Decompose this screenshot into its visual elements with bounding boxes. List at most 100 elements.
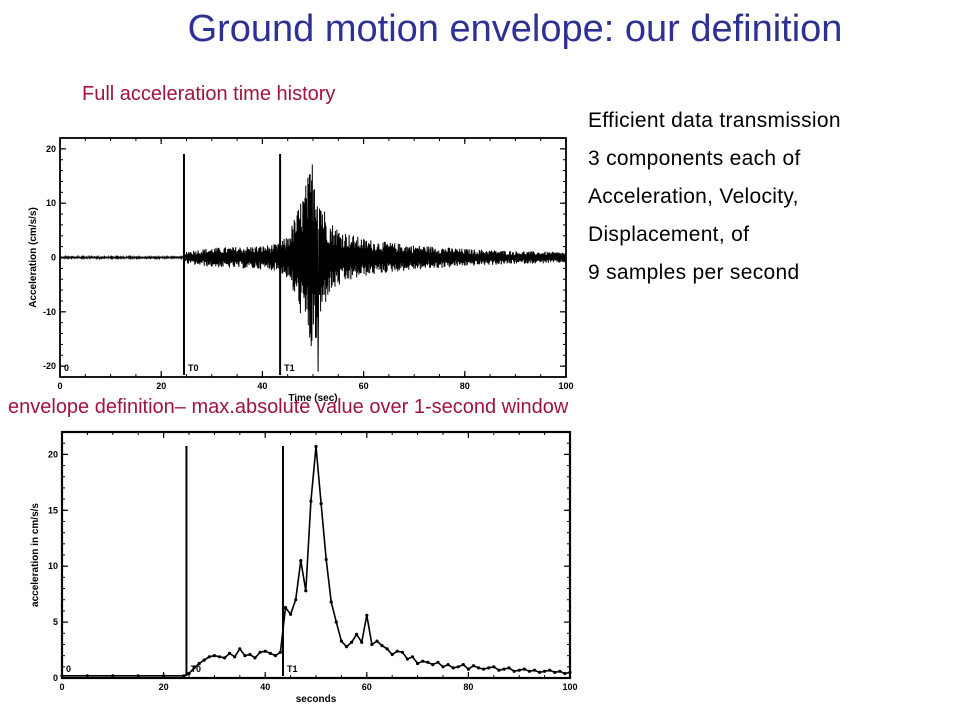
envelope-point <box>441 665 445 669</box>
envelope-point <box>390 652 394 657</box>
y-axis-label: Acceleration (cm/s/s) <box>28 207 39 308</box>
y-axis-label: acceleration in cm/s/s <box>30 503 41 607</box>
envelope-point <box>365 613 369 617</box>
acceleration-envelope-chart: 0 20 40 60 80 100 0 5 10 15 20 seconds acceleration … <box>30 430 578 705</box>
envelope-point <box>304 589 308 593</box>
envelope-point <box>385 647 389 651</box>
envelope-point <box>60 674 64 678</box>
envelope-point <box>253 656 257 660</box>
y-tick-label: 5 <box>53 617 58 627</box>
x-tick-label: 20 <box>156 381 166 391</box>
y-tick-label: -10 <box>43 307 56 317</box>
envelope-point <box>446 663 450 667</box>
envelope-point <box>162 674 166 678</box>
envelope-point <box>466 667 470 671</box>
envelope-point <box>283 606 288 610</box>
envelope-point <box>558 669 562 673</box>
envelope-point <box>380 644 384 648</box>
envelope-point <box>202 658 206 662</box>
envelope-point <box>421 659 425 663</box>
envelope-point <box>517 668 521 672</box>
y-tick-label: 0 <box>51 253 56 263</box>
envelope-point <box>299 559 303 563</box>
envelope-point <box>471 664 476 668</box>
envelope-point <box>507 666 511 670</box>
envelope-point <box>456 665 460 669</box>
envelope-point <box>370 642 374 647</box>
envelope-point <box>278 650 282 654</box>
plot-frame <box>60 430 572 680</box>
x-tick-label: 100 <box>562 682 577 692</box>
envelope-point <box>273 654 277 658</box>
corner-label: 0 <box>64 363 69 373</box>
envelope-point <box>436 660 440 664</box>
envelope-point <box>350 640 354 644</box>
envelope-point <box>522 667 526 671</box>
envelope-point <box>294 598 298 602</box>
envelope-point <box>553 670 557 674</box>
bottom-chart-caption: envelope definition– max.absolute value … <box>8 396 569 418</box>
y-tick-label: 10 <box>48 561 58 571</box>
envelope-point <box>487 666 491 670</box>
top-chart-caption: Full acceleration time history <box>82 83 336 105</box>
marker-label: T1 <box>284 363 295 373</box>
envelope-point <box>258 650 262 654</box>
envelope-point <box>289 612 293 616</box>
envelope-point <box>410 655 415 659</box>
envelope-point <box>223 656 227 660</box>
y-tick-label: 20 <box>48 449 58 459</box>
bullet-line: 3 components each of <box>588 147 801 170</box>
envelope-point <box>329 600 333 604</box>
x-tick-label: 60 <box>362 682 372 692</box>
envelope-point <box>192 666 196 670</box>
envelope-point <box>334 620 338 624</box>
envelope-point <box>212 654 216 658</box>
envelope-point <box>263 649 267 653</box>
envelope-point <box>339 639 343 643</box>
envelope-point <box>477 666 481 670</box>
x-axis-label: Time (sec) <box>288 393 337 404</box>
y-tick-label: -20 <box>43 361 56 371</box>
envelope-point <box>492 665 496 669</box>
envelope-point <box>85 674 89 678</box>
bullet-line: Acceleration, Velocity, <box>588 185 799 208</box>
envelope-point <box>243 654 247 658</box>
envelope-point <box>537 670 542 674</box>
envelope-point <box>197 661 201 666</box>
envelope-point <box>228 651 232 655</box>
y-tick-label: 20 <box>46 144 56 154</box>
envelope-point <box>238 647 242 651</box>
envelope-point <box>512 669 516 673</box>
bullet-list: Efficient data transmission 3 components… <box>588 102 841 292</box>
envelope-point <box>187 671 191 676</box>
envelope-point <box>268 651 272 655</box>
envelope-point <box>431 663 435 667</box>
x-tick-label: 0 <box>59 682 64 692</box>
marker-label: T1 <box>287 664 298 674</box>
envelope-point <box>532 668 537 672</box>
envelope-point <box>461 663 465 667</box>
x-tick-label: 40 <box>257 381 267 391</box>
envelope-point <box>375 639 379 643</box>
envelope-point <box>451 666 455 670</box>
envelope-point <box>136 674 140 678</box>
acceleration-trace <box>59 164 567 372</box>
corner-label: 0 <box>66 664 71 674</box>
slide-title: Ground motion envelope: our definition <box>187 8 843 50</box>
envelope-point <box>497 668 501 672</box>
envelope-point <box>502 667 506 671</box>
envelope-point <box>405 657 409 661</box>
envelope-point <box>324 557 328 562</box>
envelope-point <box>400 650 404 654</box>
bullet-line: Efficient data transmission <box>588 109 841 132</box>
marker-label: T0 <box>188 363 199 373</box>
x-tick-label: 0 <box>57 381 62 391</box>
envelope-point <box>395 649 399 653</box>
envelope-point <box>233 655 237 659</box>
envelope-point <box>482 667 486 671</box>
envelope-point <box>416 661 420 666</box>
envelope-point <box>344 645 349 649</box>
envelope-point <box>360 640 364 644</box>
envelope-point <box>548 668 552 672</box>
envelope-point <box>207 655 211 659</box>
